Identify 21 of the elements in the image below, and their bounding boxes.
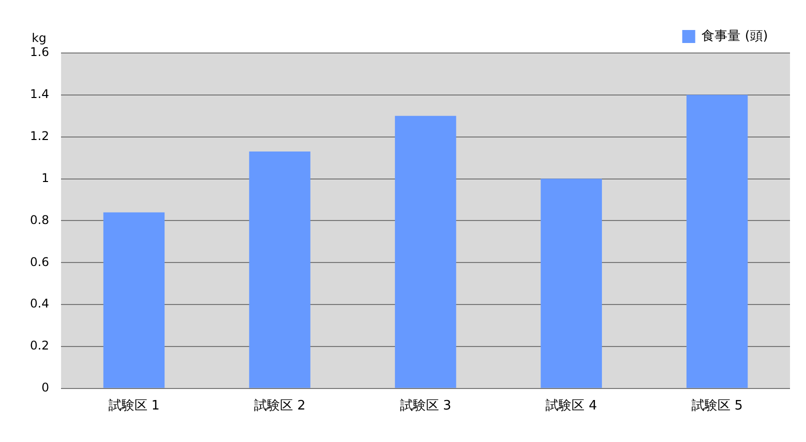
y-tick-label: 1.4 xyxy=(30,87,50,102)
y-tick-label: 1 xyxy=(41,170,50,185)
y-axis-title: kg xyxy=(32,31,46,46)
y-tick-label: 0.4 xyxy=(30,296,50,311)
bar xyxy=(686,94,748,388)
y-tick-label: 0.2 xyxy=(30,338,50,353)
x-tick-label: 試験区 5 xyxy=(691,398,743,414)
x-tick-label: 試験区 3 xyxy=(400,398,452,414)
x-tick-label: 試験区 1 xyxy=(108,398,160,414)
legend-label: 食事量 (頭) xyxy=(702,28,768,44)
x-tick-label: 試験区 2 xyxy=(254,398,306,414)
bar xyxy=(249,152,310,388)
y-tick-label: 1.2 xyxy=(30,128,50,143)
y-tick-label: 0.6 xyxy=(30,254,50,269)
y-tick-label: 0.8 xyxy=(30,212,50,227)
bar xyxy=(540,178,602,388)
y-tick-label: 1.6 xyxy=(30,45,50,60)
bar xyxy=(394,116,456,388)
x-tick-label: 試験区 4 xyxy=(546,398,598,414)
bar xyxy=(103,212,165,388)
y-tick-label: 0 xyxy=(41,380,50,395)
